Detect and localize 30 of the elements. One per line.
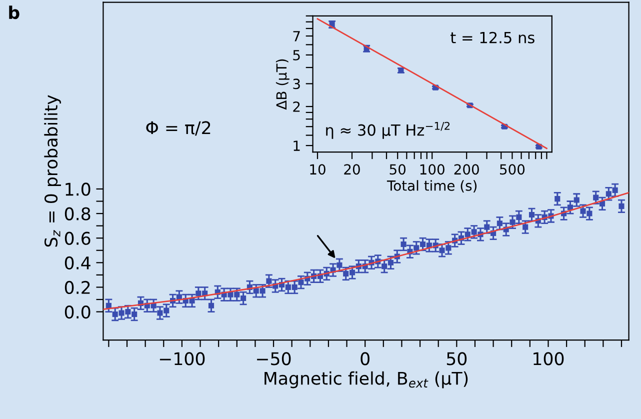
y-tick-label: 0.4: [64, 256, 90, 270]
x-tick-label: 50: [390, 164, 406, 175]
text: b: [9, 6, 20, 20]
y-tick-label: 3: [293, 78, 300, 90]
y-tick-label: 7: [293, 31, 300, 42]
x-tick-label: 100: [534, 352, 564, 366]
y-tick-label: 0.0: [64, 305, 90, 319]
y-tick-label: 0.2: [64, 280, 90, 294]
x-tick-label: −50: [257, 352, 291, 366]
x-tick-label: −100: [160, 352, 205, 366]
x-axis-title: Magnetic field, B$_{ext}$ (µT): [264, 371, 468, 388]
x-axis-title: Total time (s): [386, 180, 477, 193]
annotation: Φ = π/2: [146, 121, 210, 136]
x-tick-label: 500: [500, 164, 525, 175]
y-axis-title: S$_{z}$ = 0 probability: [44, 95, 61, 247]
annotation: η ≈ 30 µT Hz$^{−1/2}$: [326, 122, 450, 139]
annotation: t = 12.5 ns: [450, 32, 534, 44]
x-tick-label: 200: [454, 164, 479, 175]
y-axis-title: ΔB (µT): [276, 59, 290, 110]
y-tick-label: 0.8: [64, 207, 90, 220]
y-tick-label: 5: [293, 50, 300, 60]
x-tick-label: 10: [310, 164, 326, 175]
x-tick-label: 50: [446, 352, 467, 366]
y-tick-label: 2: [293, 101, 300, 112]
y-tick-label: 1.0: [66, 182, 90, 196]
x-tick-label: 100: [420, 164, 444, 175]
x-tick-label: 0: [360, 352, 370, 366]
x-tick-label: 20: [344, 164, 360, 175]
y-tick-label: 0.6: [64, 232, 90, 245]
y-tick-label: 1: [294, 140, 300, 151]
